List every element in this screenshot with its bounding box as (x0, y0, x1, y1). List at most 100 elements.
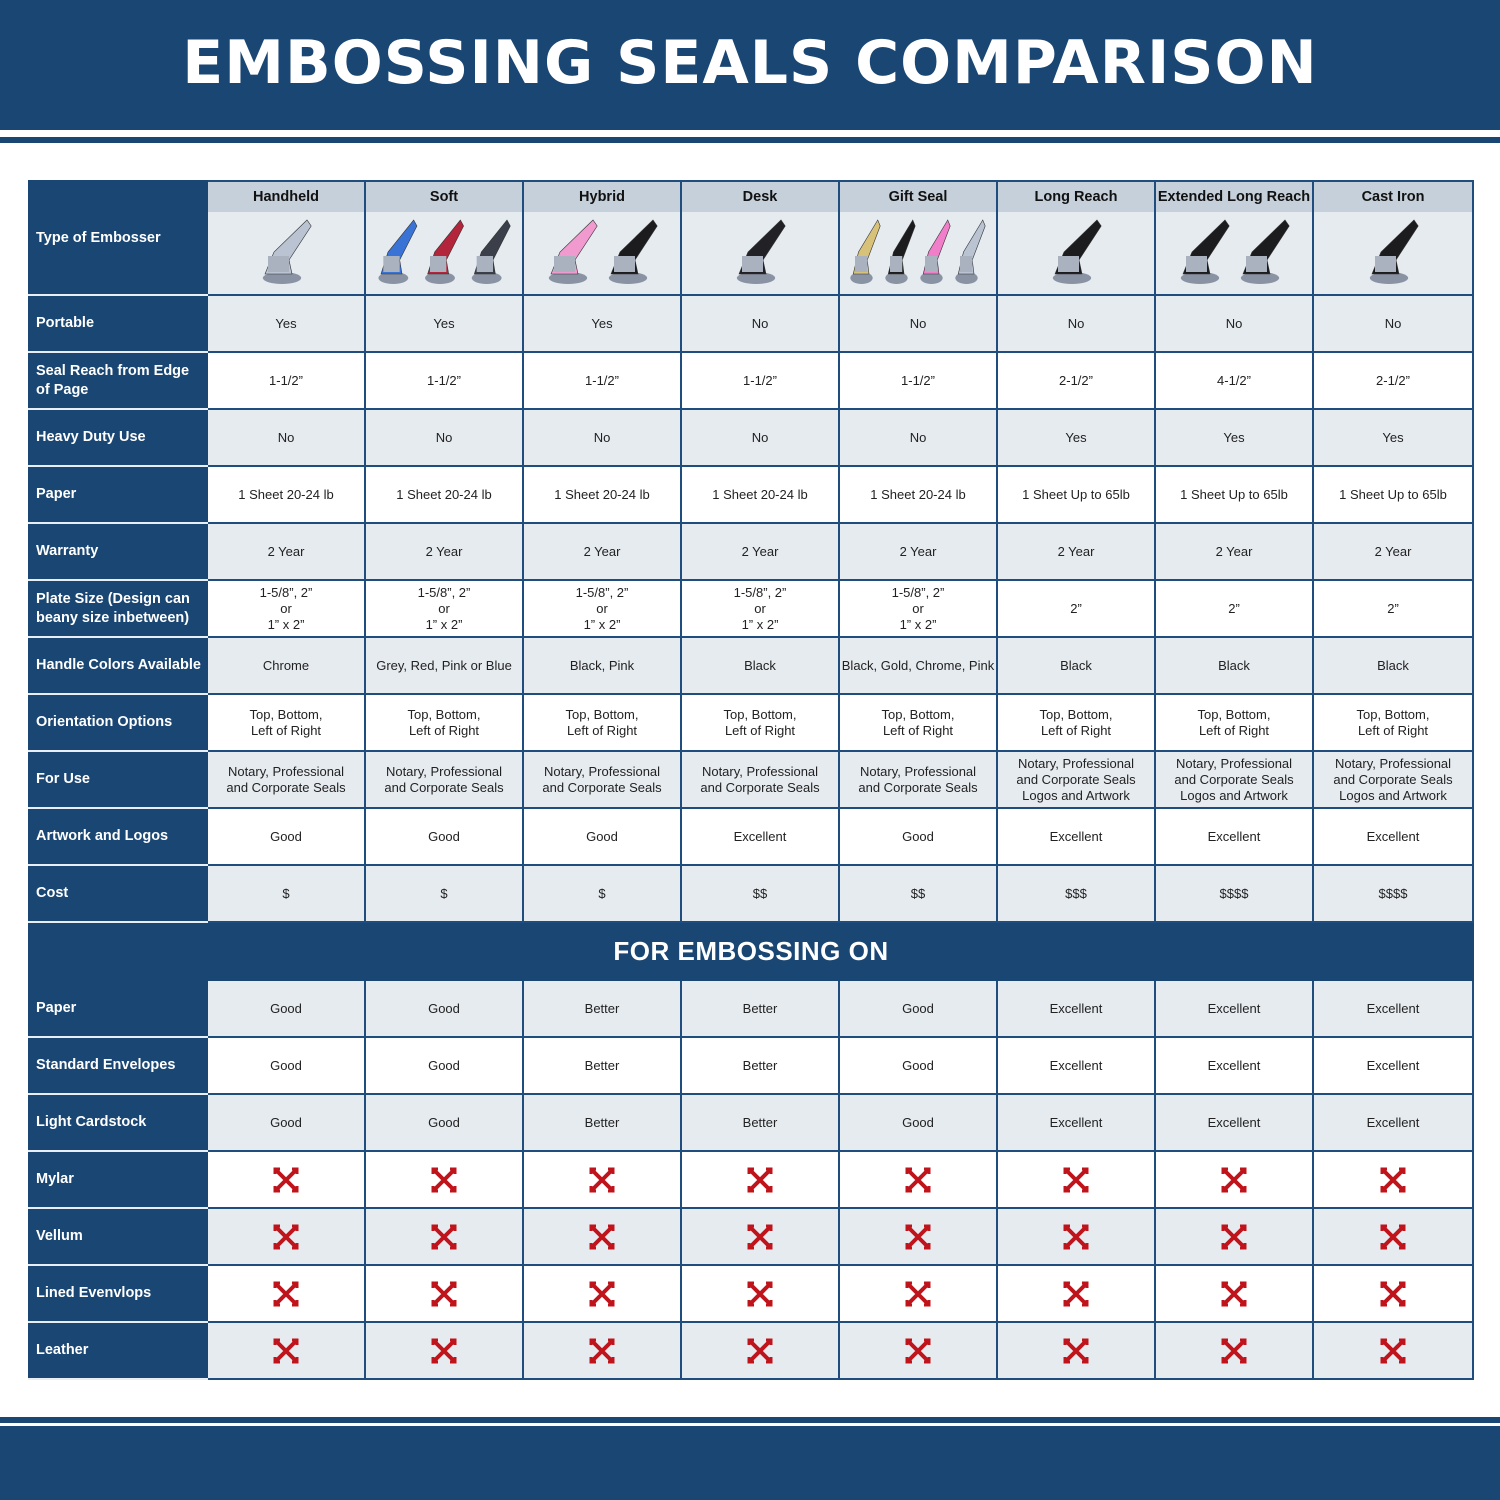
red-x-icon (431, 1224, 457, 1249)
cell-value: Good (586, 828, 618, 844)
cell-value: Yes (433, 315, 455, 331)
table-row-handle-colors-available: Handle Colors Available Chrome Grey, Red, … (28, 636, 1474, 695)
table-row-leather: Leather (28, 1321, 1474, 1380)
row-label: Portable (28, 294, 208, 353)
table-cell: Excellent (1312, 1093, 1474, 1152)
row-label: For Use (28, 750, 208, 809)
table-cell: Good (364, 1093, 524, 1152)
cell-value: Excellent (1207, 1000, 1261, 1016)
table-cell: $$$$ (1312, 864, 1474, 923)
table-cell: 2-1/2” (996, 351, 1156, 410)
column-header-gift-seal: Gift Seal (838, 180, 998, 212)
table-cell: Notary, Professional and Corporate Seals (680, 750, 840, 809)
table-cell: $ (206, 864, 366, 923)
row-label: Cost (28, 864, 208, 923)
table-cell: Better (680, 1093, 840, 1152)
image-row (29, 212, 1474, 296)
table-cell (522, 1321, 682, 1380)
cell-value: Excellent (1207, 828, 1261, 844)
cell-value: Notary, Professional and Corporate Seals (858, 763, 978, 795)
cell-value: 1-5/8”, 2” or 1” x 2” (259, 584, 313, 632)
embosser-icon (1052, 219, 1102, 284)
table-cell: Yes (1154, 408, 1314, 467)
table-cell: No (206, 408, 366, 467)
table-cell: Chrome (206, 636, 366, 695)
cell-value: Good (270, 1114, 302, 1130)
cell-value: Notary, Professional and Corporate Seals… (1333, 755, 1453, 803)
cell-value: Top, Bottom, Left of Right (723, 706, 797, 738)
embosser-image-handheld (206, 212, 366, 296)
embosser-image-extended-long-reach (1154, 212, 1314, 296)
red-x-icon (905, 1281, 931, 1306)
column-header-handheld: Handheld (206, 180, 366, 212)
column-header-row: Type of Embosser Handheld Soft Hybrid Desk Gi… (28, 180, 1474, 296)
embosser-icon (885, 219, 916, 284)
table-cell (680, 1207, 840, 1266)
embosser-icon (548, 219, 598, 284)
embosser-image-desk (680, 212, 840, 296)
cell-value: No (909, 429, 927, 445)
table-cell: 1-1/2” (838, 351, 998, 410)
table-cell: 2-1/2” (1312, 351, 1474, 410)
cell-value: No (593, 429, 611, 445)
table-cell (364, 1150, 524, 1209)
row-label: Mylar (28, 1150, 208, 1209)
table-cell: Black (1154, 636, 1314, 695)
embosser-image-cast-iron (1312, 212, 1474, 296)
table-cell (206, 1264, 366, 1323)
table-cell: 1 Sheet 20-24 lb (838, 465, 998, 524)
table-cell: Top, Bottom, Left of Right (1312, 693, 1474, 752)
cell-value: 2” (1070, 600, 1082, 616)
table-cell: Black, Gold, Chrome, Pink (838, 636, 998, 695)
table-cell: $$ (680, 864, 840, 923)
cell-value: Good (902, 1000, 934, 1016)
cell-value: No (435, 429, 453, 445)
page-title: EMBOSSING SEALS COMPARISON (182, 28, 1318, 98)
table-cell (364, 1321, 524, 1380)
table-row-mylar: Mylar (28, 1150, 1474, 1209)
red-x-icon (1380, 1224, 1406, 1249)
table-cell: 2” (1312, 579, 1474, 638)
cell-value: Better (742, 1114, 778, 1130)
table-row-seal-reach-from-edge-of-page: Seal Reach from Edge of Page 1-1/2” 1-1/2”… (28, 351, 1474, 410)
table-cell: Yes (522, 294, 682, 353)
table-cell: 2 Year (206, 522, 366, 581)
table-cell: 1 Sheet 20-24 lb (206, 465, 366, 524)
table-cell: Good (364, 807, 524, 866)
cell-value: Excellent (1207, 1057, 1261, 1073)
table-cell (838, 1321, 998, 1380)
cell-value: 1-5/8”, 2” or 1” x 2” (891, 584, 945, 632)
red-x-icon (273, 1167, 299, 1192)
column-header-desk: Desk (680, 180, 840, 212)
title-banner: EMBOSSING SEALS COMPARISON (0, 0, 1500, 130)
cell-value: Excellent (1049, 1057, 1103, 1073)
cell-value: Excellent (1049, 1114, 1103, 1130)
cell-value: Black (1218, 657, 1250, 673)
cell-value: $$ (752, 885, 768, 901)
cell-value: Top, Bottom, Left of Right (407, 706, 481, 738)
table-cell: 1 Sheet Up to 65lb (1154, 465, 1314, 524)
red-x-icon (1063, 1281, 1089, 1306)
table-cell: No (1312, 294, 1474, 353)
cell-value: 2 Year (1215, 543, 1253, 559)
cell-value: 1-1/2” (585, 372, 619, 388)
table-cell (1154, 1207, 1314, 1266)
cell-value: Grey, Red, Pink or Blue (376, 657, 512, 673)
red-x-icon (1063, 1224, 1089, 1249)
red-x-icon (1221, 1281, 1247, 1306)
table-cell: Black (680, 636, 840, 695)
table-cell: Excellent (996, 1036, 1156, 1095)
red-x-icon (431, 1167, 457, 1192)
table-cell: Top, Bottom, Left of Right (996, 693, 1156, 752)
cell-value: Excellent (1049, 828, 1103, 844)
cell-value: 4-1/2” (1217, 372, 1251, 388)
cell-value: Good (270, 1057, 302, 1073)
row-label: Leather (28, 1321, 208, 1380)
cell-value: Chrome (262, 657, 310, 673)
cell-value: Good (270, 828, 302, 844)
table-cell: Black, Pink (522, 636, 682, 695)
table-cell (680, 1150, 840, 1209)
cell-value: 1 Sheet Up to 65lb (1022, 486, 1130, 502)
cell-value: No (909, 315, 927, 331)
embosser-image-soft (364, 212, 524, 296)
